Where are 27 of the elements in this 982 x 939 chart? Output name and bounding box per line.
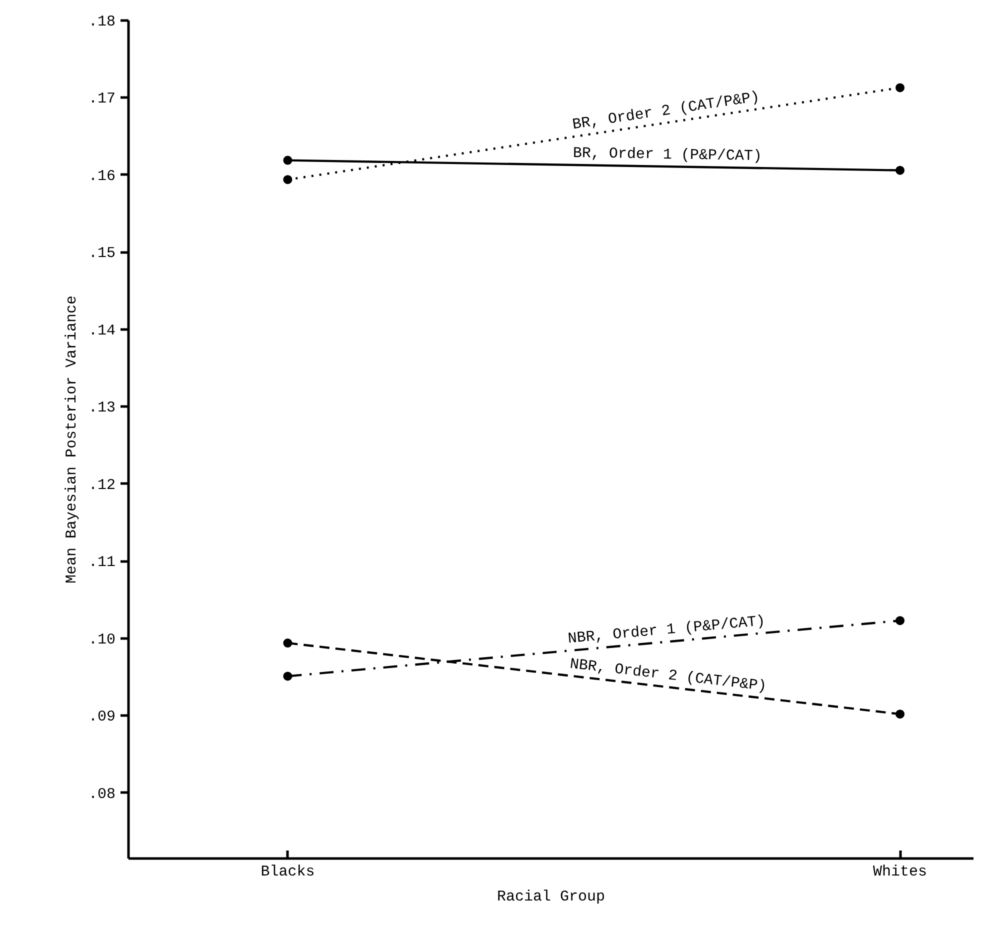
point (896, 83, 905, 92)
y-tick-label: .15 (88, 245, 116, 262)
y-tick-label: .16 (88, 168, 116, 185)
point (283, 638, 292, 648)
text: BR, Order 2 (CAT/P&P) (571, 88, 761, 134)
x-axis-title: Racial Group (496, 888, 606, 906)
y-tick-label: .18 (88, 14, 116, 30)
y-tick-label: .11 (88, 554, 116, 572)
x-tick-label: Blacks (260, 864, 315, 880)
text: NBR, Order 2 (CAT/P&P) (568, 656, 768, 696)
point (283, 175, 292, 184)
y-axis-title: Mean Bayesian Posterior Variance (63, 295, 80, 584)
point (283, 672, 292, 681)
y-tick-label: .13 (88, 400, 116, 417)
point (896, 616, 905, 626)
x-tick-label: Whites (873, 864, 928, 880)
point (896, 710, 905, 719)
y-tick-label: .09 (88, 708, 116, 726)
y-tick-label: .14 (88, 322, 116, 340)
point (896, 166, 905, 175)
y-tick-label: .12 (88, 476, 116, 494)
y-tick-label: .17 (88, 90, 116, 108)
text: NBR, Order 1 (P&P/CAT) (567, 612, 766, 648)
y-tick-label: .10 (88, 631, 116, 648)
point (283, 156, 292, 165)
series-label: BR, Order 1 (P&P/CAT) (572, 144, 762, 166)
y-tick-label: .08 (88, 786, 116, 803)
